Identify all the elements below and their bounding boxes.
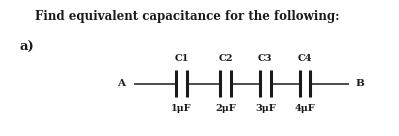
Text: B: B xyxy=(355,79,364,88)
Text: C4: C4 xyxy=(298,54,312,63)
Text: Find equivalent capacitance for the following:: Find equivalent capacitance for the foll… xyxy=(35,10,340,23)
Text: a): a) xyxy=(20,41,35,54)
Text: A: A xyxy=(117,79,125,88)
Text: 2μF: 2μF xyxy=(215,104,236,113)
Text: 3μF: 3μF xyxy=(255,104,276,113)
Text: C1: C1 xyxy=(174,54,189,63)
Text: 1μF: 1μF xyxy=(171,104,192,113)
Text: C2: C2 xyxy=(218,54,233,63)
Text: 4μF: 4μF xyxy=(295,104,316,113)
Text: C3: C3 xyxy=(258,54,273,63)
